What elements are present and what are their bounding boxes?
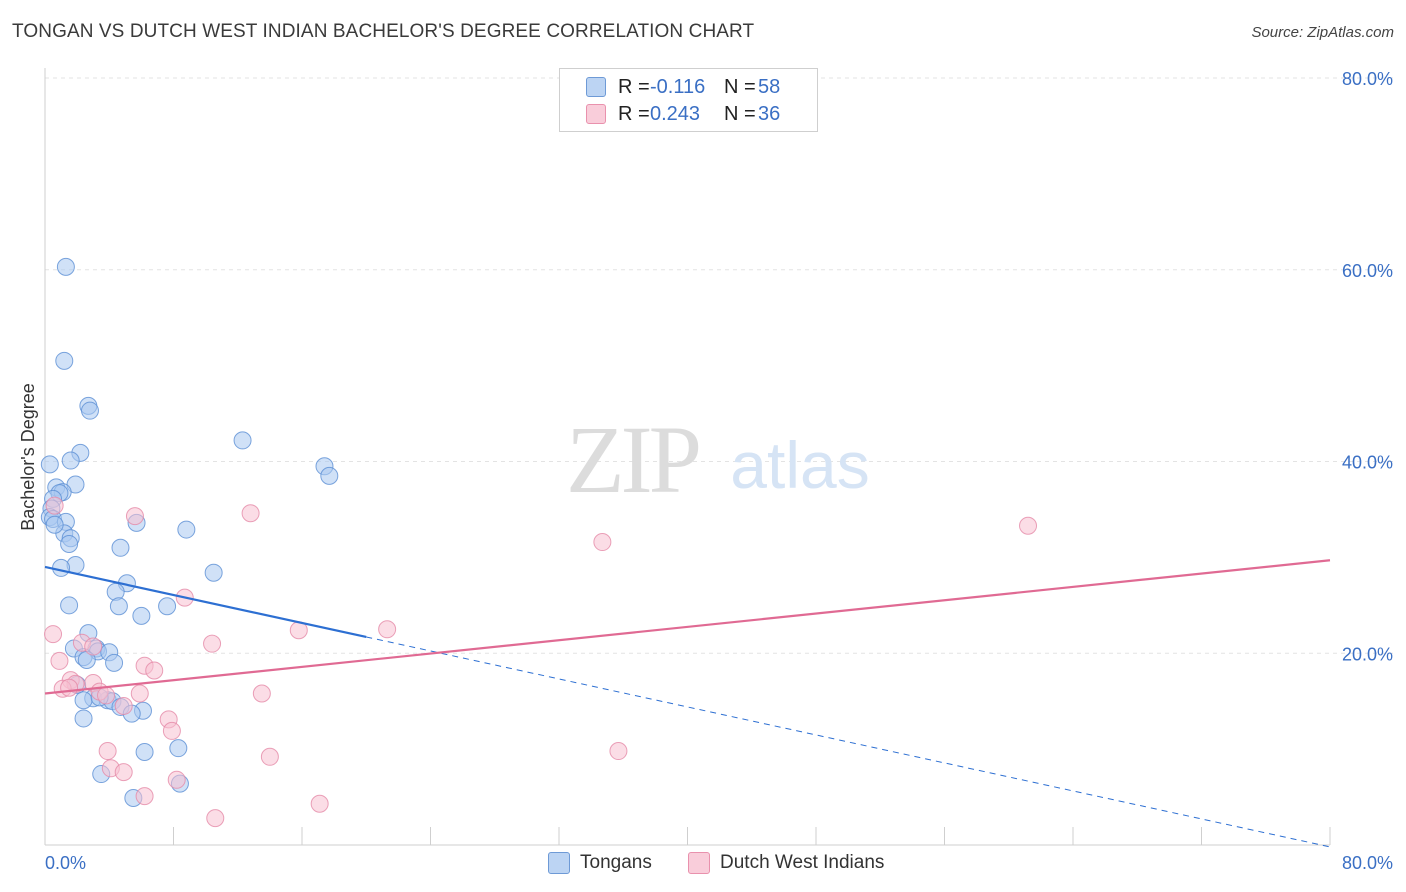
legend-row-dutch: R = 0.243 N = 36 [586, 102, 780, 126]
correlation-legend: R = -0.116 N = 58 R = 0.243 N = 36 [559, 68, 818, 132]
tongans-point [135, 743, 154, 762]
dutch-point [114, 696, 133, 715]
dutch-point [45, 496, 64, 515]
tongans-point [233, 431, 252, 450]
dutch-point [203, 634, 222, 653]
tongans-point [74, 691, 93, 710]
dutch-point [125, 507, 144, 526]
y-tick-label: 20.0% [1342, 644, 1393, 664]
dutch-point [206, 809, 225, 828]
bottom-legend-dutch: Dutch West Indians [688, 852, 884, 874]
trend-lines [44, 559, 1331, 848]
tongans-point [177, 520, 196, 539]
tongans-point [56, 257, 75, 276]
dutch-point [135, 787, 154, 806]
tongans-point [61, 451, 80, 470]
dutch-point [50, 651, 69, 670]
legend-swatch-dutch [586, 104, 606, 124]
dutch-point [162, 721, 181, 740]
bottom-legend-tongans: Tongans [548, 852, 652, 874]
legend-r-label: R = [618, 102, 650, 125]
tongans-point [169, 739, 188, 758]
tongans-point [80, 401, 99, 420]
y-tick-label: 60.0% [1342, 261, 1393, 281]
tongans-point [52, 558, 71, 577]
tongans-point [40, 455, 59, 474]
watermark-atlas: atlas [730, 428, 869, 502]
tongans-point [45, 515, 64, 534]
legend-n-value-dutch: 36 [758, 102, 781, 125]
watermark: ZIP atlas [566, 406, 870, 513]
tongans-point [109, 597, 128, 616]
bottom-legend-swatch-tongans [548, 852, 570, 874]
trend-line-dutch [44, 559, 1331, 695]
dutch-point [130, 684, 149, 703]
dutch-point [252, 684, 271, 703]
tongans-point [60, 596, 79, 615]
bottom-legend-label-dutch: Dutch West Indians [720, 852, 885, 873]
tongans-point [320, 466, 339, 485]
legend-r-value-tongans: -0.116 [650, 75, 706, 98]
dutch-point [114, 763, 133, 782]
y-axis-tick-labels: 20.0% 40.0% 60.0% 80.0% [1342, 69, 1393, 664]
y-axis-label: Bachelor's Degree [18, 383, 38, 531]
dutch-point [60, 678, 79, 697]
legend-n-label: N = [724, 102, 756, 125]
tongans-point [55, 351, 74, 370]
data-points [40, 257, 1038, 828]
legend-r-value-dutch: 0.243 [650, 102, 701, 125]
x-tick-label-max: 80.0% [1342, 853, 1393, 873]
legend-row-tongans: R = -0.116 N = 58 [586, 75, 780, 99]
source-label: Source: ZipAtlas.com [1251, 24, 1394, 41]
dutch-point [310, 794, 329, 813]
legend-swatch-tongans [586, 77, 606, 97]
dutch-point [260, 747, 279, 766]
dutch-point [145, 661, 164, 680]
x-tick-label-min: 0.0% [45, 853, 86, 873]
tongans-point [111, 538, 130, 557]
tongans-point [158, 597, 177, 616]
dutch-point [241, 504, 260, 523]
axes [44, 68, 1331, 846]
bottom-legend-swatch-dutch [688, 852, 710, 874]
tongans-point [60, 534, 79, 553]
chart-title: TONGAN VS DUTCH WEST INDIAN BACHELOR'S D… [12, 21, 755, 42]
legend-r-label: R = [618, 75, 650, 98]
dutch-point [167, 770, 186, 789]
tongans-point [204, 563, 223, 582]
dutch-point [98, 742, 117, 761]
trend-line-tongans [44, 565, 367, 639]
dutch-point [593, 533, 612, 552]
tongans-point [74, 709, 93, 728]
gridlines [45, 77, 1393, 654]
watermark-zip: ZIP [566, 406, 699, 513]
dutch-point [1019, 516, 1038, 535]
trend-line-tongans-extension [366, 636, 1331, 848]
dutch-point [44, 625, 63, 644]
dutch-point [609, 742, 628, 761]
y-tick-label: 40.0% [1342, 453, 1393, 473]
bottom-legend-label-tongans: Tongans [580, 852, 652, 873]
legend-n-label: N = [724, 75, 756, 98]
dutch-point [97, 686, 116, 705]
legend-n-value-tongans: 58 [758, 75, 781, 98]
x-axis-tick-labels: 0.0% 80.0% [45, 853, 1393, 873]
tongans-point [132, 606, 151, 625]
dutch-point [84, 637, 103, 656]
tongans-point [105, 653, 124, 672]
y-tick-label: 80.0% [1342, 69, 1393, 89]
dutch-point [378, 620, 397, 639]
